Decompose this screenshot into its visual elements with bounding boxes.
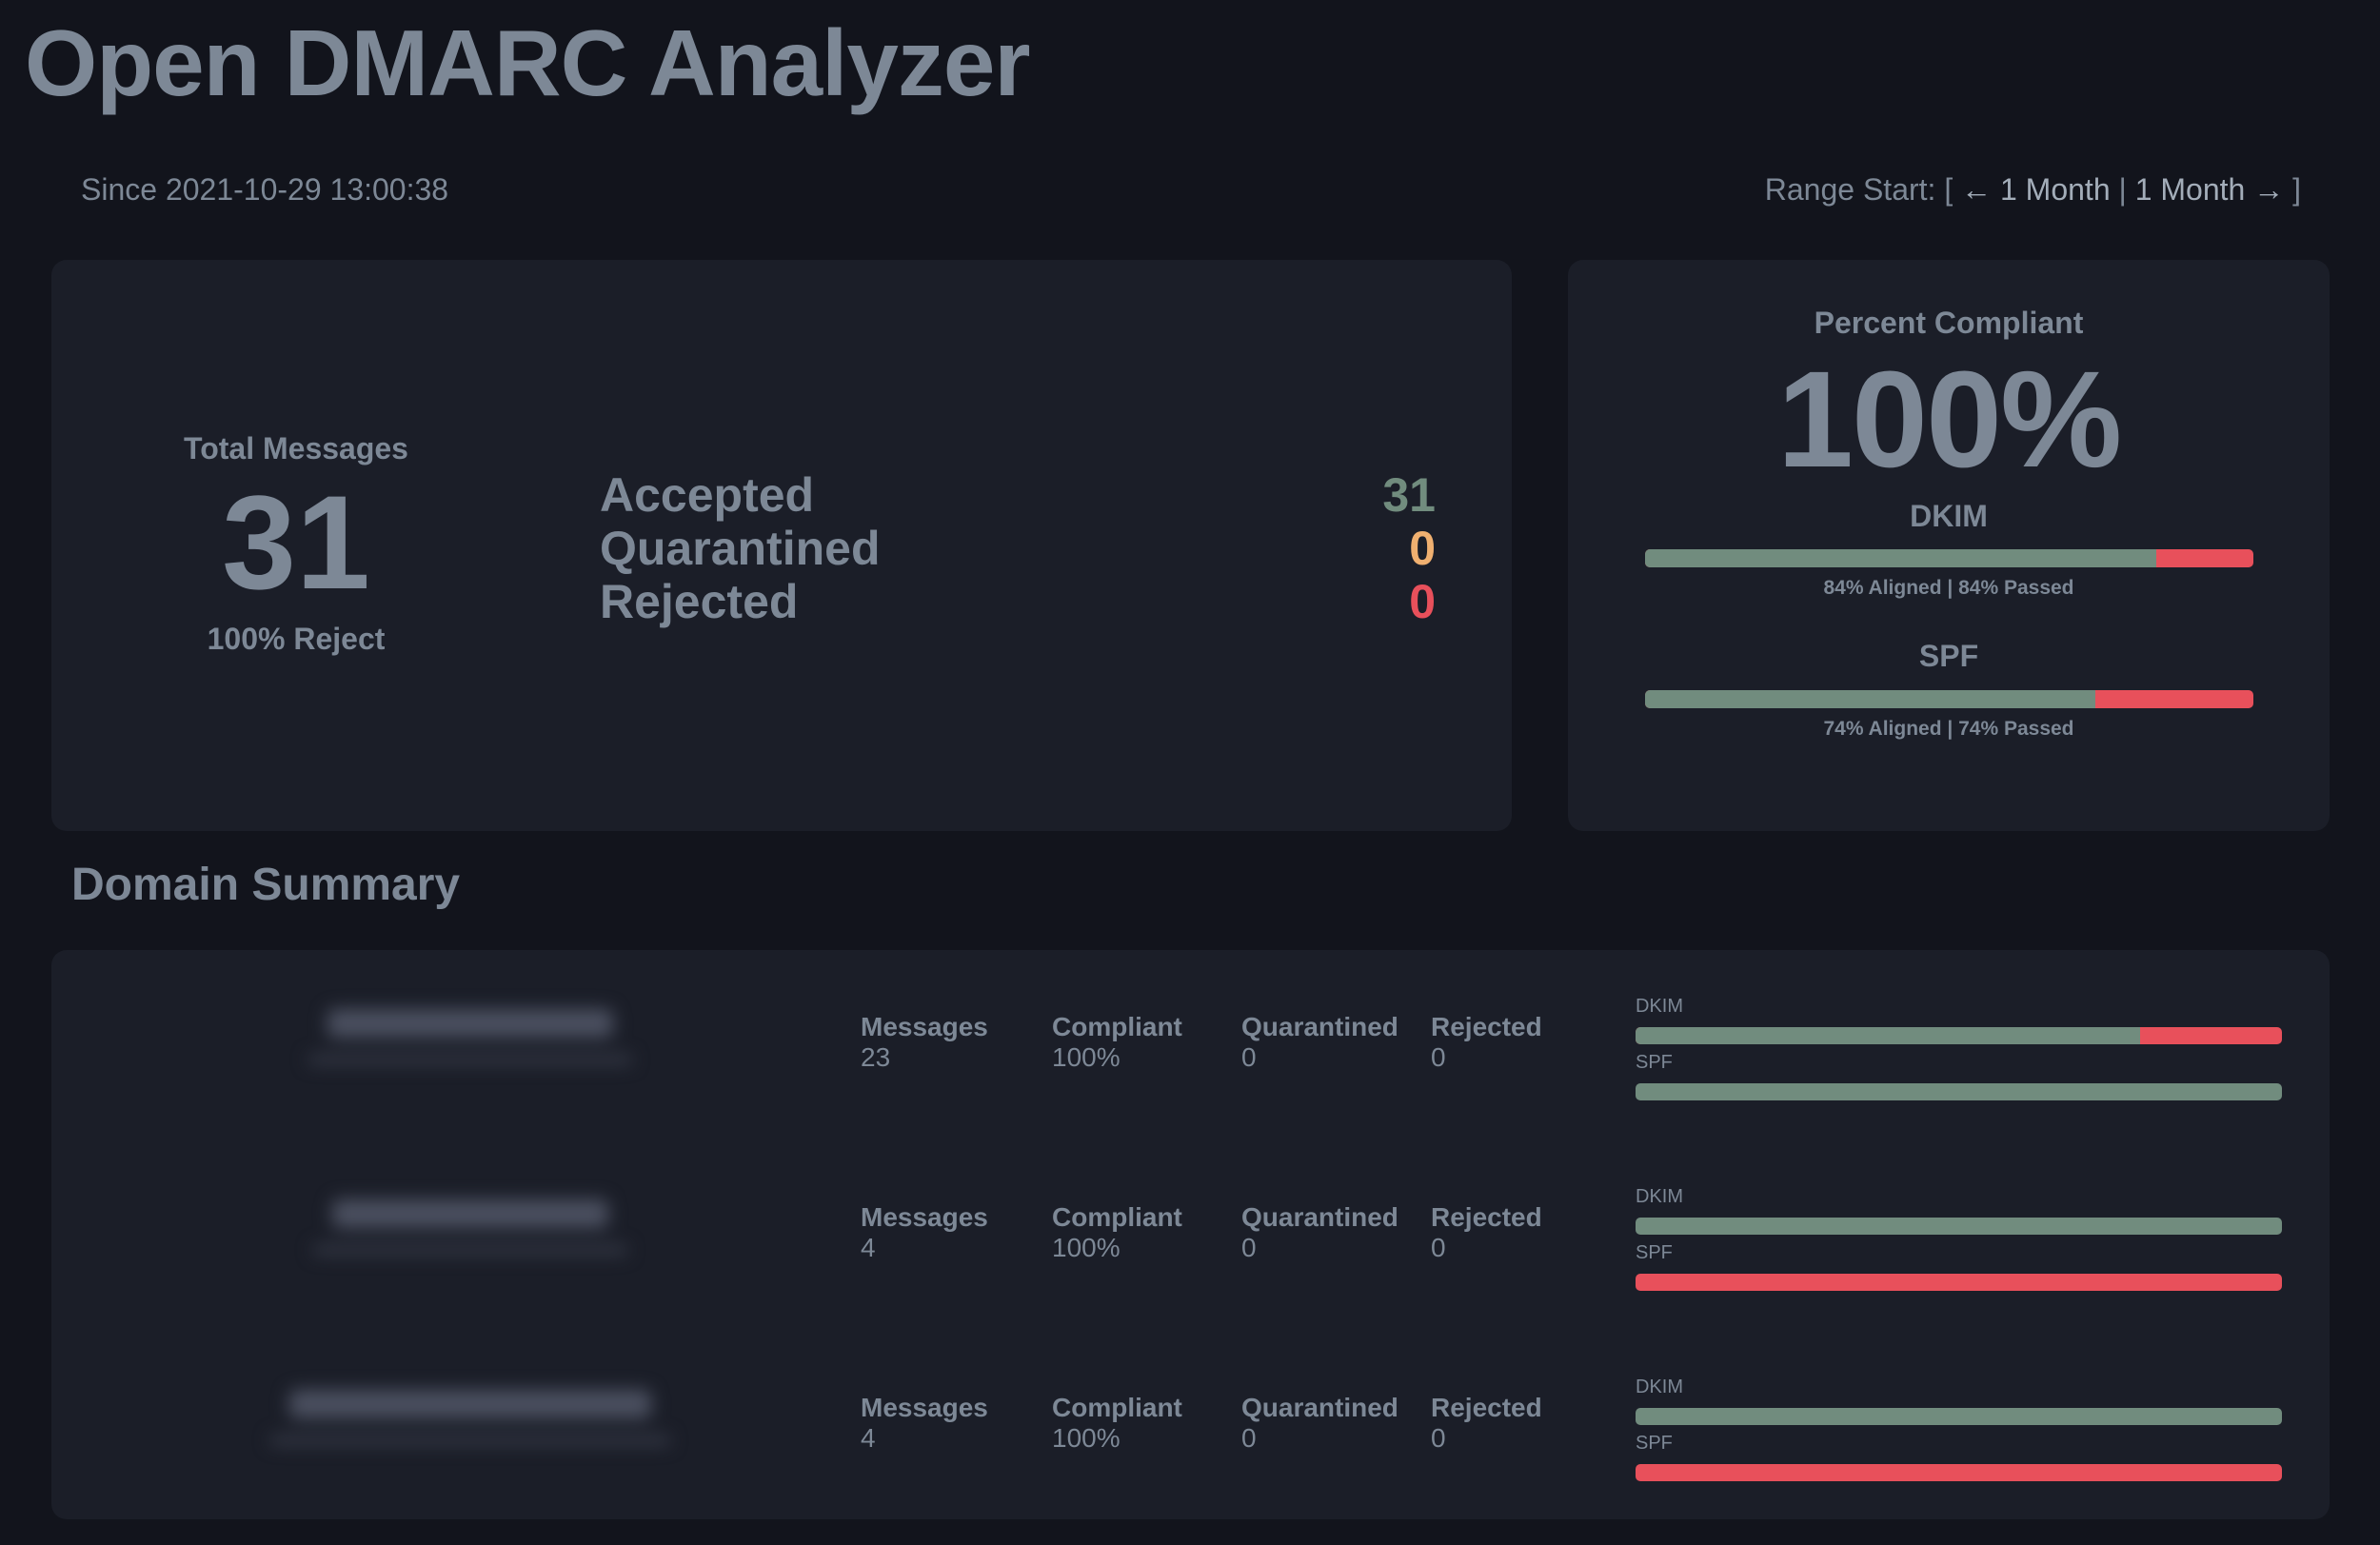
domain-row[interactable]: Messages 4 Compliant 100% Quarantined 0 Reject… <box>51 1331 2330 1521</box>
status-label-rejected: Rejected <box>600 575 799 628</box>
column-label-messages: Messages <box>861 1012 988 1041</box>
range-label: Range Start: [ <box>1764 172 1954 207</box>
spf-bar-label: SPF <box>1636 1052 1673 1073</box>
dkim-bar-label: DKIM <box>1636 1186 1683 1207</box>
column-label-rejected: Rejected <box>1431 1012 1542 1041</box>
spf-caption: 74% Aligned | 74% Passed <box>1823 718 2074 740</box>
rejected-value: 0 <box>1431 1042 1446 1072</box>
spf-label: SPF <box>1918 639 1979 673</box>
dkim-bar <box>1636 1408 2282 1425</box>
dkim-bar-label: DKIM <box>1636 1377 1683 1397</box>
dkim-bar-label: DKIM <box>1636 996 1683 1017</box>
messages-value: 4 <box>861 1233 876 1262</box>
total-messages-label: Total Messages <box>184 431 408 465</box>
dkim-pass-fill <box>1636 1218 2282 1235</box>
dkim-compliance-bar <box>1645 549 2253 567</box>
quarantined-value: 0 <box>1241 1233 1257 1262</box>
rejected-value: 0 <box>1431 1233 1446 1262</box>
compliant-value: 100% <box>1052 1233 1121 1262</box>
policy-label: 100% Reject <box>207 622 386 656</box>
spf-bar-label: SPF <box>1636 1433 1673 1454</box>
quarantined-value: 0 <box>1241 1423 1257 1453</box>
page-title: Open DMARC Analyzer <box>25 10 1031 115</box>
percent-compliant-value: 100% <box>1776 343 2122 496</box>
column-label-rejected: Rejected <box>1431 1393 1542 1422</box>
column-label-quarantined: Quarantined <box>1241 1012 1398 1041</box>
domain-summary-title: Domain Summary <box>71 860 461 910</box>
status-label-quarantined: Quarantined <box>600 522 881 575</box>
domain-row[interactable]: Messages 23 Compliant 100% Quarantined 0 Rejec… <box>51 950 2330 1140</box>
compliant-value: 100% <box>1052 1423 1121 1453</box>
dkim-label: DKIM <box>1910 499 1988 533</box>
column-label-quarantined: Quarantined <box>1241 1202 1398 1232</box>
next-month-link[interactable]: 1 Month → <box>2134 172 2285 207</box>
spf-compliance-bar <box>1645 690 2253 708</box>
percent-compliant-label: Percent Compliant <box>1814 306 2084 340</box>
column-label-messages: Messages <box>861 1393 988 1422</box>
column-label-quarantined: Quarantined <box>1241 1393 1398 1422</box>
dkim-pass-fill <box>1636 1027 2140 1044</box>
rejected-value: 0 <box>1431 1423 1446 1453</box>
quarantined-value: 0 <box>1241 1042 1257 1072</box>
domain-summary-card: Messages 23 Compliant 100% Quarantined 0 Rejec… <box>51 950 2330 1519</box>
domain-name-redacted <box>308 1009 632 1064</box>
compliance-card: Percent Compliant 100% DKIM 84% Aligned … <box>1568 260 2330 831</box>
range-close: ] <box>2292 172 2301 207</box>
spf-pass-fill <box>1636 1083 2282 1100</box>
range-separator: | <box>2118 172 2127 207</box>
totals-card: Total Messages 31 100% Reject Accepted 31… <box>51 260 1512 831</box>
dkim-bar <box>1636 1027 2282 1044</box>
status-value-accepted: 31 <box>1382 468 1436 522</box>
status-value-quarantined: 0 <box>1409 522 1436 575</box>
spf-bar <box>1636 1083 2282 1100</box>
spf-bar-label: SPF <box>1636 1242 1673 1263</box>
dkim-pass-fill <box>1636 1408 2282 1425</box>
dkim-caption: 84% Aligned | 84% Passed <box>1823 577 2074 599</box>
domain-row[interactable]: Messages 4 Compliant 100% Quarantined 0 Reject… <box>51 1140 2330 1331</box>
dkim-bar <box>1636 1218 2282 1235</box>
column-label-compliant: Compliant <box>1052 1012 1182 1041</box>
column-label-rejected: Rejected <box>1431 1202 1542 1232</box>
total-messages-value: 31 <box>222 467 370 617</box>
column-label-compliant: Compliant <box>1052 1393 1182 1422</box>
domain-name-redacted <box>270 1390 670 1445</box>
since-timestamp: Since 2021-10-29 13:00:38 <box>81 172 449 207</box>
column-label-messages: Messages <box>861 1202 988 1232</box>
dkim-pass-fill <box>1645 549 2156 567</box>
previous-month-link[interactable]: ← 1 Month <box>1961 172 2111 207</box>
spf-bar <box>1636 1274 2282 1291</box>
messages-value: 23 <box>861 1042 891 1072</box>
compliant-value: 100% <box>1052 1042 1121 1072</box>
status-label-accepted: Accepted <box>600 468 815 522</box>
status-value-rejected: 0 <box>1409 575 1436 628</box>
domain-name-redacted <box>313 1199 627 1255</box>
column-label-compliant: Compliant <box>1052 1202 1182 1232</box>
spf-pass-fill <box>1645 690 2095 708</box>
messages-value: 4 <box>861 1423 876 1453</box>
spf-bar <box>1636 1464 2282 1481</box>
range-start: Range Start: [ ← 1 Month | 1 Month → ] <box>1765 172 2301 208</box>
